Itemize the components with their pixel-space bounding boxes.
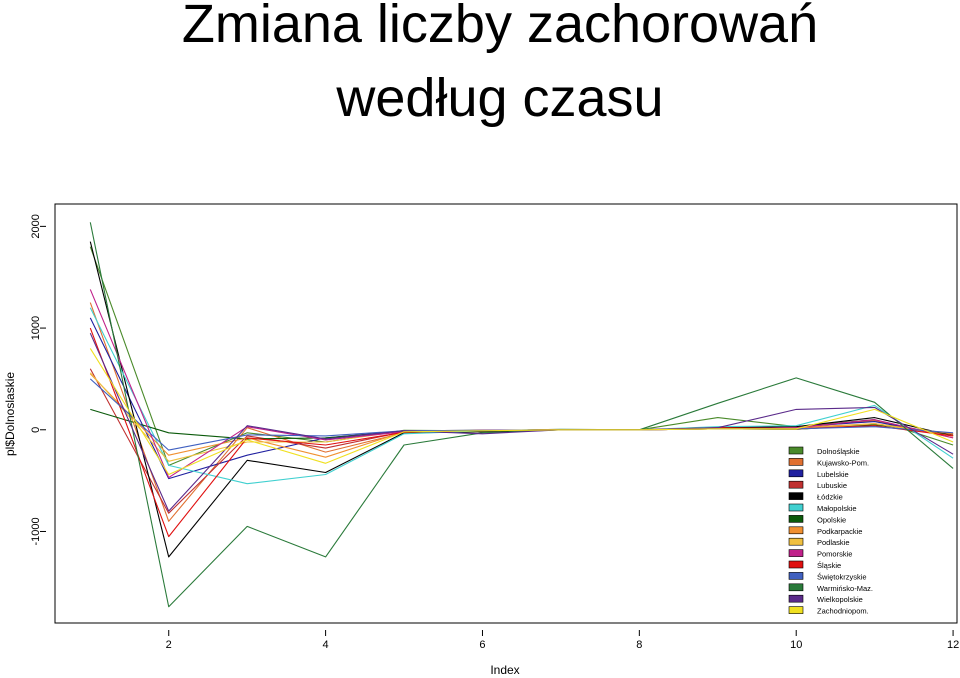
slide-title-line-1: Zmiana liczby zachorowań [181,0,819,54]
axis-group: 2 4 6 8 10 12 -1000 0 1000 2000 [30,214,959,651]
x-tick-label: 8 [636,639,642,651]
y-tick-label: 2000 [30,214,42,238]
series-line-zachodniopom- [89,348,954,476]
legend-swatch [788,549,804,557]
legend-label: Opolskie [817,515,846,524]
plot-frame-group [54,203,958,624]
series-line-lubuskie [89,368,954,514]
legend-swatch [788,446,804,455]
y-tick-label: -1000 [30,517,42,545]
x-tick-label: 2 [166,639,172,651]
legend-label: Lubuskie [817,481,847,490]
series-group [89,222,954,608]
legend-label: Zachodniopom. [817,607,869,616]
legend-swatch [788,583,804,592]
legend: Dolnośląskie Kujawsko-Pom. Lubelskie Lubusk… [788,446,873,616]
series-line-wielkopolskie [89,332,954,512]
legend-swatch [788,503,804,512]
legend-swatch [788,469,804,478]
y-tick-label: 0 [30,427,42,433]
legend-label: Podkarpackie [817,527,862,536]
y-tick-label: 1000 [30,316,42,340]
legend-label: Kujawsko-Pom. [817,458,869,467]
y-axis-label: pl$Dolnoslaskie [3,372,17,456]
legend-swatch [788,492,804,500]
x-axis-label: Index [490,663,519,677]
legend-label: Wielkopolskie [817,595,863,604]
legend-swatch [788,458,804,466]
legend-swatch [788,515,804,523]
x-tick-label: 6 [479,639,485,651]
legend-swatch [788,560,804,569]
legend-label: Podlaskie [817,538,850,547]
legend-label: Śląskie [817,561,841,570]
legend-label: Świętokrzyskie [817,572,867,581]
legend-swatch [788,480,804,489]
legend-label: Dolnośląskie [817,447,860,456]
x-tick-label: 12 [947,639,959,651]
legend-label: Lubelskie [817,470,849,479]
legend-swatch [788,594,804,603]
legend-swatch [788,537,804,546]
legend-swatch [788,526,804,535]
legend-swatch [788,572,804,580]
legend-swatch [788,606,804,614]
series-line-świętokrzyskie [89,378,954,451]
series-line-małopolskie [89,307,954,485]
x-tick-label: 4 [323,639,329,651]
plot-frame [54,203,958,624]
x-tick-label: 10 [790,639,802,651]
series-line-dolnośląskie [89,246,954,466]
legend-label: Pomorskie [817,550,852,559]
legend-label: Warmińsko-Maz. [817,584,873,593]
legend-label: Małopolskie [817,504,857,513]
slide-title-line-2: według czasu [336,68,664,128]
legend-label: Łódzkie [817,493,843,502]
